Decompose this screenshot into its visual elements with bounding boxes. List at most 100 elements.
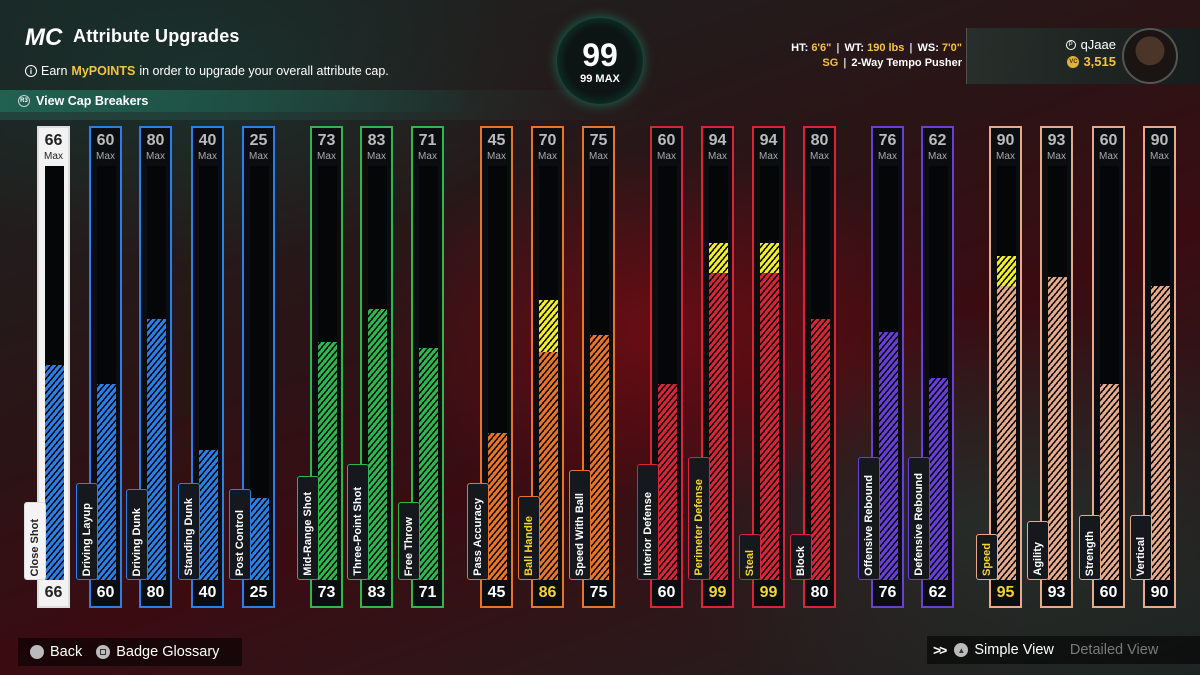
attribute-name: Close Shot xyxy=(29,518,41,576)
attribute-track xyxy=(199,166,218,580)
attribute-fill xyxy=(1100,384,1119,580)
attribute-max-label: Max xyxy=(367,151,386,162)
attribute-bar-block[interactable]: 80 Max Block 80 xyxy=(790,126,836,608)
vc-balance: VC 3,515 xyxy=(1067,54,1116,69)
attribute-max-value: 60 xyxy=(96,132,115,149)
archetype: 2-Way Tempo Pusher xyxy=(851,57,962,69)
attribute-current-value: 71 xyxy=(418,584,437,601)
attribute-bar-ball-handle[interactable]: 70 Max Ball Handle 86 xyxy=(518,126,564,608)
cap-breaker-boost xyxy=(760,243,779,274)
attribute-track xyxy=(658,166,677,580)
attribute-name: Free Throw xyxy=(403,516,415,576)
attribute-bar-driving-layup[interactable]: 60 Max Driving Layup 60 xyxy=(76,126,122,608)
attribute-label-tab xyxy=(398,502,420,580)
attribute-bar-pass-accuracy[interactable]: 45 Max Pass Accuracy 45 xyxy=(467,126,513,608)
attribute-fill xyxy=(97,384,116,580)
attribute-track xyxy=(488,166,507,580)
attribute-track xyxy=(811,166,830,580)
playstation-icon: P xyxy=(1065,39,1076,50)
footer-left: Back Badge Glossary xyxy=(18,638,242,666)
attribute-label-tab xyxy=(347,463,369,580)
attribute-label-tab xyxy=(976,534,998,580)
attribute-max-value: 90 xyxy=(996,132,1015,149)
attribute-track xyxy=(590,166,609,580)
attribute-fill xyxy=(811,319,830,580)
attribute-bar-driving-dunk[interactable]: 80 Max Driving Dunk 80 xyxy=(126,126,172,608)
back-button[interactable]: Back xyxy=(50,644,83,660)
wt-label: WT: xyxy=(844,42,865,54)
attribute-max-value: 60 xyxy=(657,132,676,149)
badge-glossary-button[interactable]: Badge Glossary xyxy=(116,644,220,660)
attribute-track xyxy=(1048,166,1067,580)
attribute-max-value: 62 xyxy=(928,132,947,149)
attribute-max-label: Max xyxy=(538,151,557,162)
attribute-label-tab xyxy=(178,482,200,580)
player-name: P qJaae xyxy=(1065,37,1116,52)
attribute-bar-free-throw[interactable]: 71 Max Free Throw 71 xyxy=(398,126,444,608)
player-info: HT: 6'6" | WT: 190 lbs | WS: 7'0" SG | 2-Way T… xyxy=(791,41,962,71)
attribute-bar-post-control[interactable]: 25 Max Post Control 25 xyxy=(229,126,275,608)
attribute-track xyxy=(997,166,1016,580)
attribute-bar-strength[interactable]: 60 Max Strength 60 xyxy=(1079,126,1125,608)
attribute-fill xyxy=(760,273,779,580)
attribute-bar-standing-dunk[interactable]: 40 Max Standing Dunk 40 xyxy=(178,126,224,608)
attribute-bar-defensive-rebound[interactable]: 62 Max Defensive Rebound 62 xyxy=(908,126,954,608)
cap-breaker-boost xyxy=(709,243,728,274)
attribute-bar-perimeter-defense[interactable]: 94 Max Perimeter Defense 99 xyxy=(688,126,734,608)
subtitle-prefix: Earn xyxy=(41,64,68,78)
attribute-current-value: 40 xyxy=(198,584,217,601)
attribute-label-tab xyxy=(739,534,761,580)
attribute-bar-agility[interactable]: 93 Max Agility 93 xyxy=(1027,126,1073,608)
attribute-bar-close-shot[interactable]: 66 Max Close Shot 66 xyxy=(24,126,70,608)
attribute-max-value: 71 xyxy=(418,132,437,149)
attribute-max-label: Max xyxy=(589,151,608,162)
attribute-label-tab xyxy=(790,534,812,580)
attribute-name: Perimeter Defense xyxy=(693,479,705,576)
detailed-view-tab[interactable]: Detailed View xyxy=(1069,642,1159,658)
ws-label: WS: xyxy=(917,42,939,54)
view-cap-breakers-button[interactable]: R3 View Cap Breakers xyxy=(0,90,460,112)
attribute-max-value: 70 xyxy=(538,132,557,149)
attribute-track xyxy=(45,166,64,580)
attribute-max-label: Max xyxy=(1047,151,1066,162)
attribute-name: Three-Point Shot xyxy=(352,487,364,576)
attribute-max-label: Max xyxy=(317,151,336,162)
circle-button-icon xyxy=(30,645,44,659)
overall-rating: 99 xyxy=(582,37,618,73)
attribute-bar-interior-defense[interactable]: 60 Max Interior Defense 60 xyxy=(637,126,683,608)
attribute-max-label: Max xyxy=(928,151,947,162)
cap-breaker-boost xyxy=(539,299,558,352)
attribute-max-value: 73 xyxy=(317,132,336,149)
attribute-bar-mid-range-shot[interactable]: 73 Max Mid-Range Shot 73 xyxy=(297,126,343,608)
page-subtitle: i Earn MyPOINTS in order to upgrade your… xyxy=(25,64,389,78)
attribute-max-label: Max xyxy=(44,151,63,162)
ht-value: 6'6" xyxy=(811,42,832,54)
attribute-name: Driving Dunk xyxy=(131,507,143,576)
attribute-bar-speed-with-ball[interactable]: 75 Max Speed With Ball 75 xyxy=(569,126,615,608)
attribute-current-value: 80 xyxy=(810,584,829,601)
cap-breaker-boost xyxy=(997,256,1016,287)
attribute-name: Agility xyxy=(1032,542,1044,576)
attribute-current-value: 95 xyxy=(996,584,1015,601)
separator: | xyxy=(836,42,840,54)
attribute-bar-steal[interactable]: 94 Max Steal 99 xyxy=(739,126,785,608)
attribute-bar-three-point-shot[interactable]: 83 Max Three-Point Shot 83 xyxy=(347,126,393,608)
attribute-bar-vertical[interactable]: 90 Max Vertical 90 xyxy=(1130,126,1176,608)
attribute-max-label: Max xyxy=(487,151,506,162)
attribute-label-tab xyxy=(126,489,148,580)
attribute-max-value: 75 xyxy=(589,132,608,149)
attribute-fill xyxy=(250,498,269,580)
attribute-max-value: 45 xyxy=(487,132,506,149)
attribute-max-value: 66 xyxy=(44,132,63,149)
attribute-name: Ball Handle xyxy=(523,516,535,576)
attribute-bar-offensive-rebound[interactable]: 76 Max Offensive Rebound 76 xyxy=(858,126,904,608)
simple-view-tab[interactable]: Simple View xyxy=(974,642,1054,658)
attribute-max-value: 94 xyxy=(708,132,727,149)
attribute-current-value: 60 xyxy=(96,584,115,601)
attribute-label-tab xyxy=(569,470,591,580)
attribute-track xyxy=(318,166,337,580)
attribute-fill xyxy=(997,286,1016,580)
attribute-name: Block xyxy=(795,546,807,576)
attribute-bar-speed[interactable]: 90 Max Speed 95 xyxy=(976,126,1022,608)
attribute-current-value: 66 xyxy=(44,584,63,601)
